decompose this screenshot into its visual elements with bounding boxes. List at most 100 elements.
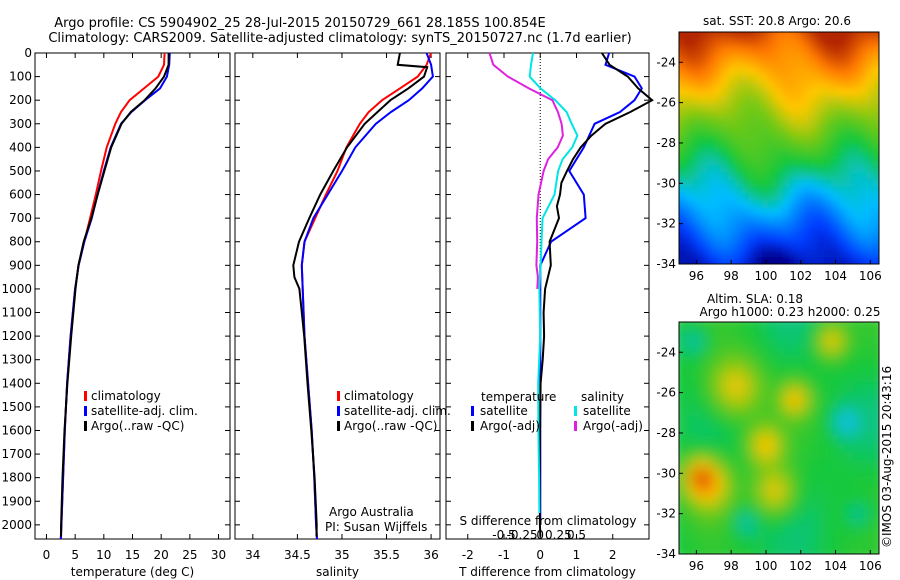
difference-series-line (538, 52, 654, 537)
legend-swatch (471, 421, 474, 431)
legend-title-salinity: salinity (581, 390, 624, 404)
depth-tick-label: 1700 (1, 447, 32, 461)
sla_map-ytick-label: -26 (656, 386, 676, 400)
annotation-text: Argo Australia (329, 505, 414, 519)
depth-tick-label: 1300 (1, 353, 32, 367)
salinity-xtick-label: 34.5 (284, 548, 311, 562)
temperature-series-line (59, 52, 166, 540)
difference-xtick-label: 1 (573, 548, 581, 562)
temperature-series-line (60, 53, 170, 537)
difference-xtick-label: -1 (498, 548, 510, 562)
sst_map-xtick-label: 96 (689, 269, 704, 283)
difference-xtick-label: 2 (609, 548, 617, 562)
depth-tick-label: 1900 (1, 494, 32, 508)
sst_map-xtick-label: 106 (859, 269, 882, 283)
diff-s-tick-label: 0 (536, 528, 544, 542)
difference-series-line (488, 52, 564, 289)
sst_map-cell (872, 250, 879, 264)
sst_map-xtick-label: 102 (789, 269, 812, 283)
depth-tick-label: 900 (9, 258, 32, 272)
salinity-frame (234, 52, 441, 540)
legend-label: climatology (344, 389, 414, 403)
sla_map-field-blur (679, 322, 879, 554)
salinity-xtick-label: 34 (245, 548, 260, 562)
sla_map-field (679, 322, 879, 554)
salinity-series-line (292, 52, 429, 537)
salinity-xtick-label: 35 (334, 548, 349, 562)
sst_map-ytick-label: -24 (656, 55, 676, 69)
temperature-xtick-label: 20 (154, 548, 169, 562)
sst_map-ytick-label: -28 (656, 136, 676, 150)
sst_map-ytick-label: -26 (656, 96, 676, 110)
legend-label: satellite (583, 404, 631, 418)
depth-tick-label: 200 (9, 93, 32, 107)
legend-swatch (574, 406, 577, 416)
legend-label: satellite (480, 404, 528, 418)
diff-s-axis-label: S difference from climatology (460, 514, 637, 528)
legend-swatch (471, 406, 474, 416)
depth-tick-label: 700 (9, 211, 32, 225)
sla_map-ytick-label: -34 (656, 547, 676, 561)
temperature-xtick-label: 0 (43, 548, 51, 562)
sla_map-xtick-label: 100 (755, 559, 778, 573)
sla-map-subtitle: Argo h1000: 0.23 h2000: 0.25 (700, 305, 881, 319)
sla_map-cell (870, 545, 879, 554)
legend-swatch (574, 421, 577, 431)
sla_map-xtick-label: 102 (789, 559, 812, 573)
temperature-xtick-label: 15 (125, 548, 140, 562)
depth-tick-label: 1800 (1, 471, 32, 485)
sla_map-ytick-label: -24 (656, 345, 676, 359)
depth-tick-label: 1100 (1, 306, 32, 320)
temperature-xtick-label: 5 (71, 548, 79, 562)
legend-swatch (337, 421, 340, 431)
depth-tick-label: 1200 (1, 329, 32, 343)
difference-xlabel: T difference from climatology (458, 565, 636, 579)
legend-swatch (84, 421, 87, 431)
sla-map-panel: Altim. SLA: 0.18 Argo h1000: 0.23 h2000:… (656, 292, 882, 573)
depth-tick-label: 400 (9, 140, 32, 154)
sst_map-xtick-label: 100 (755, 269, 778, 283)
diff-s-tick-label: -0.25 (507, 528, 538, 542)
sst_map-frame (678, 31, 880, 265)
sst_map-field-blur (679, 32, 879, 264)
legend-label: Argo(..raw -QC) (344, 419, 437, 433)
legend-swatch (337, 406, 340, 416)
sla_map-frame (678, 321, 880, 555)
annotation-text: PI: Susan Wijffels (325, 520, 427, 534)
salinity-series-line (300, 52, 434, 540)
difference-frame (445, 52, 650, 540)
sst_map-ytick-label: -34 (656, 257, 676, 271)
salinity-xtick-label: 36 (423, 548, 438, 562)
sst-map-title: sat. SST: 20.8 Argo: 20.6 (703, 14, 851, 28)
sla_map-ytick-label: -30 (656, 466, 676, 480)
depth-tick-label: 300 (9, 117, 32, 131)
sla_map-ytick-label: -32 (656, 507, 676, 521)
legend-title-temperature: temperature (481, 390, 556, 404)
sla_map-xtick-label: 104 (824, 559, 847, 573)
difference-xtick-label: -2 (462, 548, 474, 562)
sst_map-xtick-label: 104 (824, 269, 847, 283)
copyright-stamp: ©IMOS 03-Aug-2015 20:43:16 (880, 366, 894, 548)
sla_map-cell (861, 545, 879, 554)
diff-s-tick-label: 0.5 (567, 528, 586, 542)
sst_map-ytick-label: -30 (656, 176, 676, 190)
sst-map-panel: sat. SST: 20.8 Argo: 20.6 96 98 100 102 104 1… (656, 14, 882, 283)
salinity-panel: 34 34.5 35 35.5 36 salinity climatologysatelli… (234, 52, 451, 579)
sst_map-cell (865, 257, 879, 264)
sst_map-cell (872, 257, 879, 264)
temperature-panel: 0100200300400500600700800900100011001200… (1, 46, 231, 579)
sla-map-title: Altim. SLA: 0.18 (707, 292, 803, 306)
salinity-xtick-label: 35.5 (373, 548, 400, 562)
depth-tick-label: 100 (9, 70, 32, 84)
depth-tick-label: 1500 (1, 400, 32, 414)
depth-tick-label: 1000 (1, 282, 32, 296)
sla_map-xtick-label: 106 (859, 559, 882, 573)
depth-tick-label: 800 (9, 235, 32, 249)
depth-tick-label: 1400 (1, 376, 32, 390)
temperature-xtick-label: 10 (96, 548, 111, 562)
legend-swatch (84, 391, 87, 401)
legend-label: satellite-adj. clim. (344, 404, 451, 418)
legend-label: Argo(..raw -QC) (91, 419, 184, 433)
temperature-xlabel: temperature (deg C) (71, 565, 194, 579)
